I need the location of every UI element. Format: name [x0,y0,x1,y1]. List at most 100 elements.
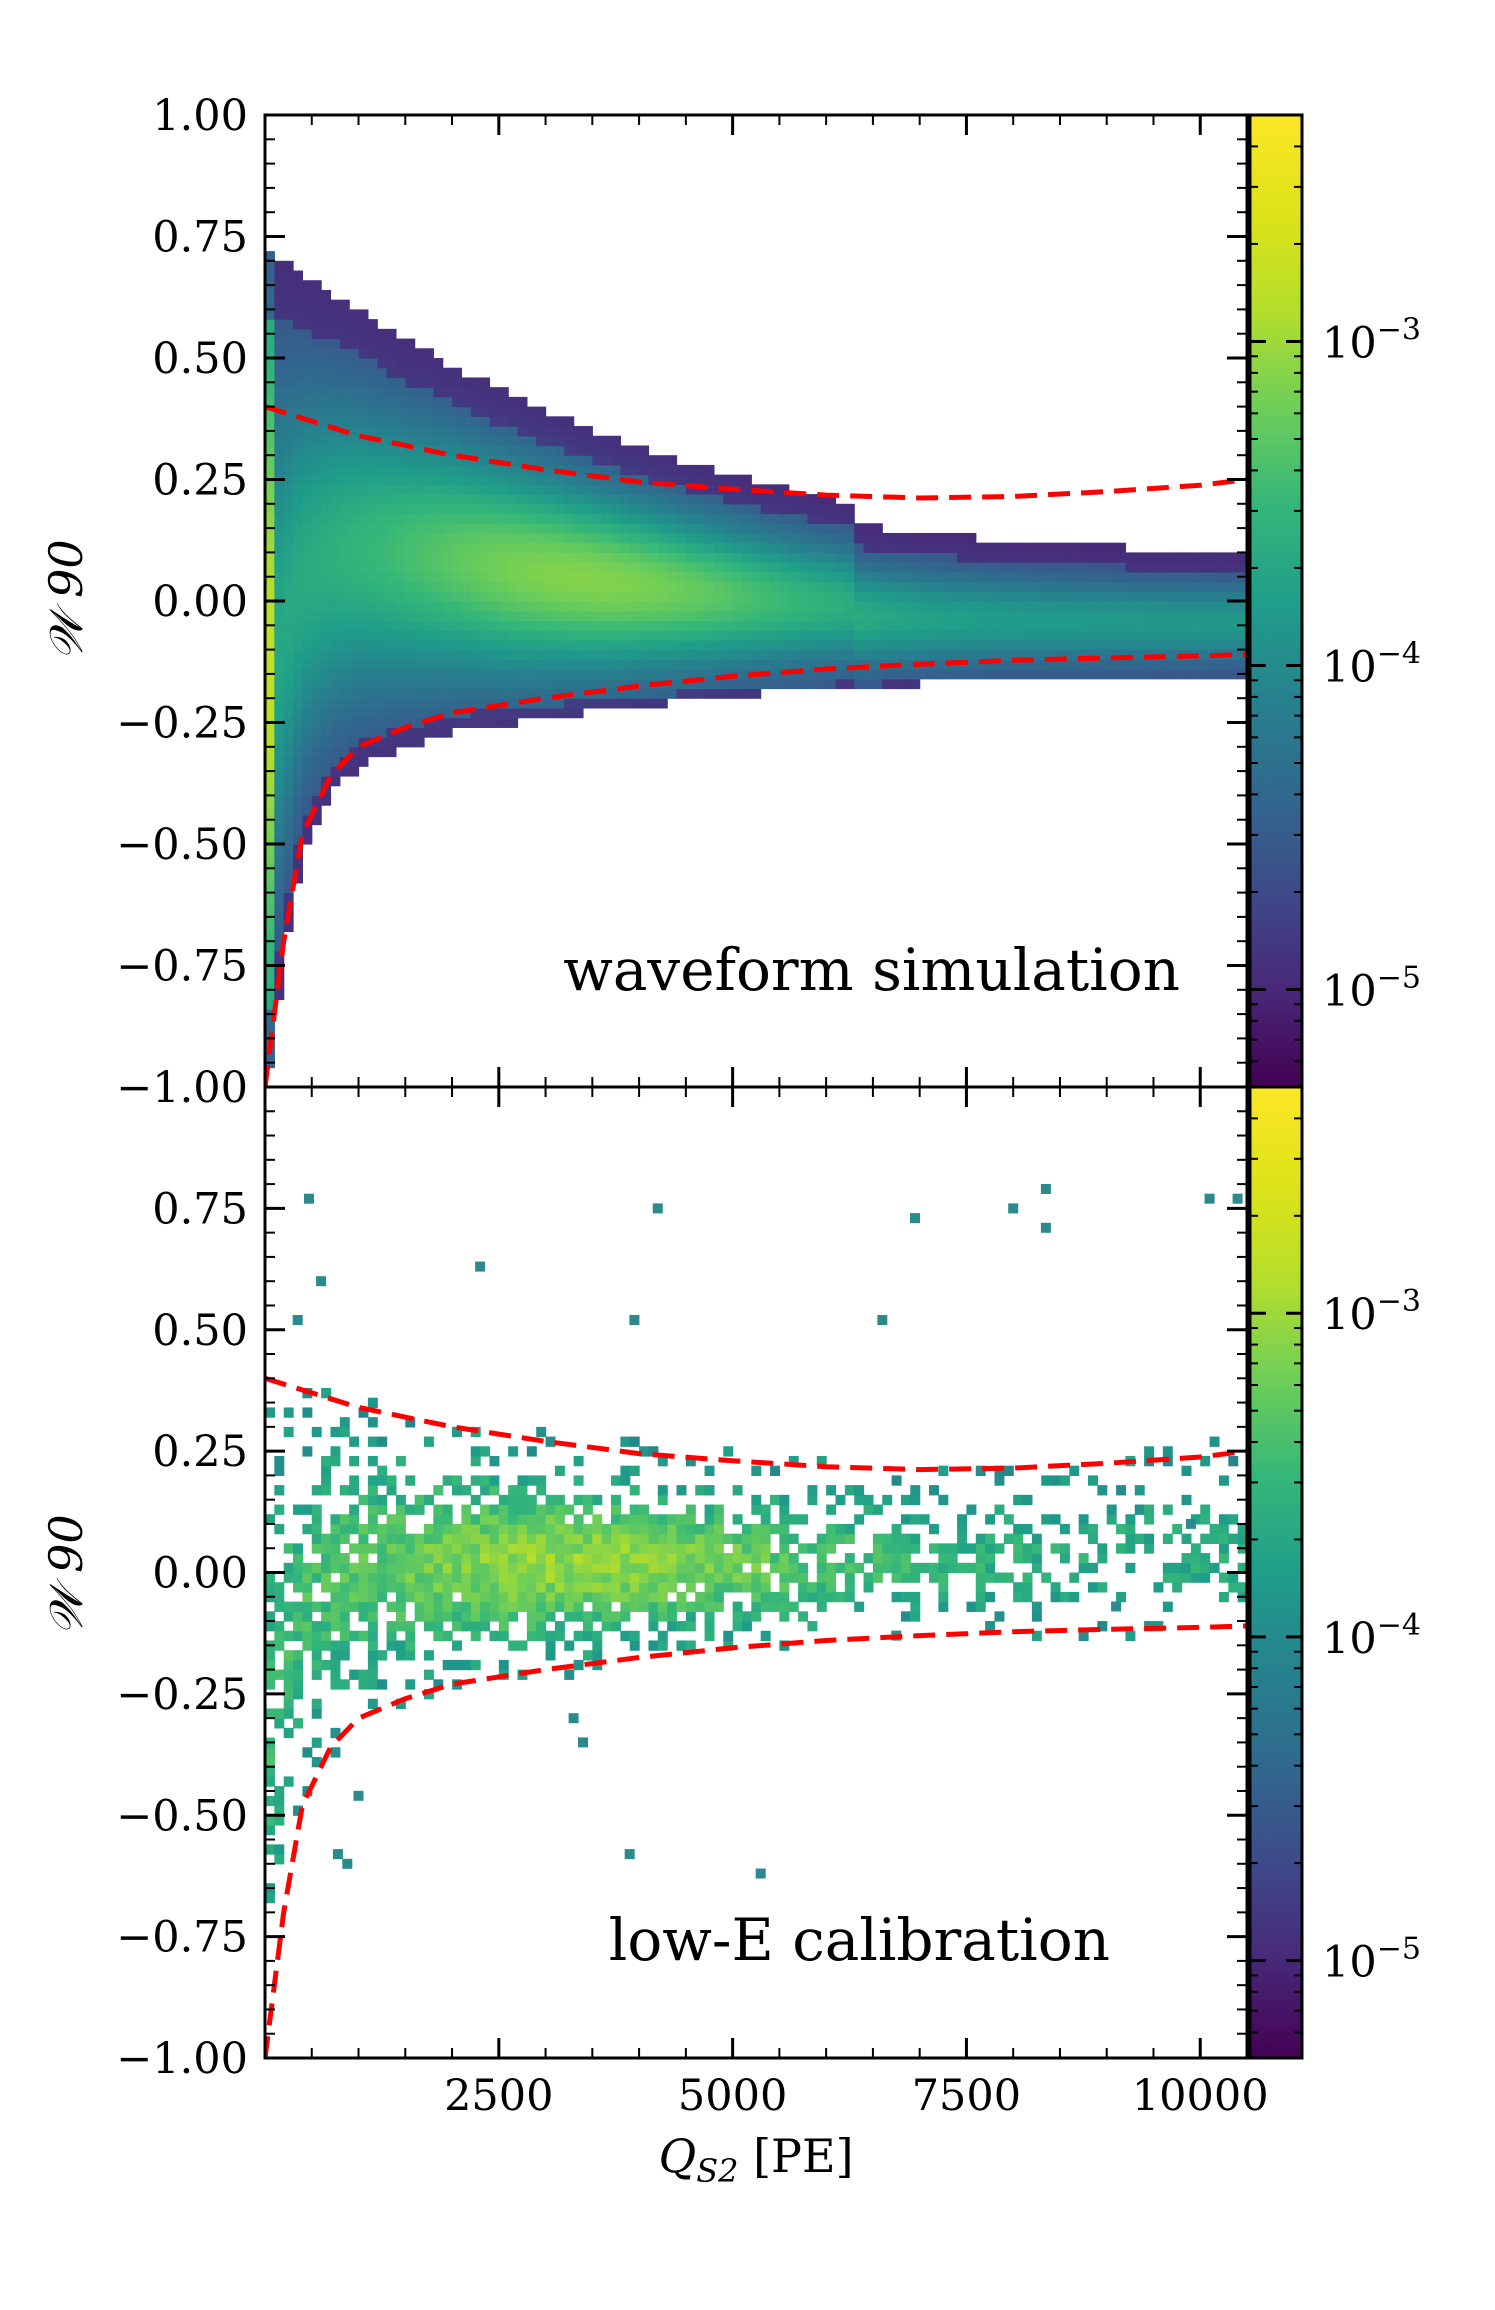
bot-heatmap-cell [349,1591,360,1603]
top-heatmap-cell [293,503,304,515]
top-heatmap-cell [321,688,332,699]
top-heatmap-cell [732,639,743,651]
top-heatmap-cell [461,688,472,699]
top-heatmap-cell [713,523,724,534]
top-heatmap-cell [452,610,462,622]
top-heatmap-cell [423,474,434,485]
top-heatmap-cell [395,387,406,398]
bot-heatmap-cell [900,1543,911,1554]
top-heatmap-cell [872,669,883,680]
top-heatmap-cell [395,542,406,553]
top-heatmap-cell [433,727,444,738]
top-heatmap-cell [1088,630,1098,641]
top-heatmap-cell [433,620,444,631]
top-heatmap-cell [480,445,491,456]
top-heatmap-cell [1153,630,1164,641]
top-heatmap-cell [339,503,350,515]
bot-heatmap-cell [1116,1523,1127,1535]
bot-heatmap-cell [938,1553,949,1564]
top-heatmap-cell [339,319,350,330]
top-heatmap-cell [498,707,509,719]
top-heatmap-cell [798,581,809,592]
top-heatmap-cell [863,523,874,534]
top-heatmap-cell [900,610,911,622]
top-heatmap-cell [367,698,378,709]
top-heatmap-cell [526,532,537,544]
top-heatmap-cell [330,299,341,310]
top-heatmap-cell [611,513,621,524]
top-heatmap-cell [573,455,584,466]
top-heatmap-cell [676,552,687,563]
top-heatmap-cell [1022,601,1033,612]
top-heatmap-cell [1106,659,1117,670]
bot-heatmap-cell [807,1485,818,1496]
bot-heatmap-cell [1172,1582,1183,1593]
top-heatmap-cell [321,620,332,631]
top-heatmap-cell [1153,610,1164,622]
top-heatmap-cell [863,552,874,563]
top-y-tick-label: 0.00 [152,577,248,627]
top-heatmap-cell [293,358,304,369]
top-heatmap-cell [293,455,304,466]
top-heatmap-cell [592,532,603,544]
top-heatmap-cell [1134,639,1145,651]
top-heatmap-cell [498,523,509,534]
bot-heatmap-cell [489,1485,500,1496]
top-heatmap-cell [1088,669,1098,680]
top-heatmap-cell [957,562,968,573]
top-heatmap-cell [667,503,678,515]
top-heatmap-cell [676,464,687,476]
top-heatmap-cell [405,707,416,719]
top-heatmap-cell [835,581,846,592]
top-heatmap-cell [339,328,350,340]
top-heatmap-cell [517,610,528,622]
top-heatmap-cell [349,494,360,505]
top-heatmap-cell [395,494,406,505]
top-heatmap-cell [517,406,528,417]
top-heatmap-cell [386,426,397,437]
top-heatmap-cell [489,562,500,573]
bot-heatmap-cell [311,1669,322,1680]
top-heatmap-cell [293,707,304,719]
top-heatmap-cell [1190,591,1201,602]
bot-heatmap-cell [685,1582,696,1593]
bot-heatmap-cell [648,1591,659,1603]
top-heatmap-cell [751,513,762,524]
top-heatmap-cell [863,669,874,680]
bot-heatmap-cell [947,1562,958,1574]
bot-heatmap-cell [442,1562,453,1574]
top-heatmap-cell [367,678,378,690]
top-heatmap-cell [863,581,874,592]
top-heatmap-cell [545,639,556,651]
bot-heatmap-cell [526,1572,537,1583]
bot-heatmap-cell [321,1582,332,1593]
top-heatmap-cell [283,746,294,758]
top-heatmap-cell [349,328,360,340]
top-heatmap-cell [564,494,575,505]
top-heatmap-cell [582,659,593,670]
bot-heatmap-cell [704,1523,715,1535]
bot-heatmap-cell [1097,1582,1108,1593]
top-heatmap-cell [741,649,752,660]
top-heatmap-cell [770,601,780,612]
top-heatmap-cell [274,299,285,310]
top-heatmap-cell [657,455,668,466]
bot-heatmap-cell [330,1640,341,1651]
top-heatmap-cell [274,532,285,544]
bot-heatmap-cell [489,1475,500,1486]
top-heatmap-cell [1106,571,1117,583]
top-heatmap-cell [966,669,977,680]
bot-heatmap-cell [442,1514,453,1525]
top-heatmap-cell [732,474,743,485]
top-heatmap-cell [461,542,472,553]
bot-heatmap-cell [536,1514,547,1525]
top-heatmap-cell [461,406,472,417]
bot-heatmap-cell [554,1601,565,1612]
top-heatmap-cell [966,562,977,573]
top-heatmap-cell [358,542,369,553]
top-heatmap-cell [311,785,322,796]
top-heatmap-cell [293,299,304,310]
top-heatmap-cell [433,601,444,612]
top-heatmap-cell [966,542,977,553]
top-heatmap-cell [882,610,893,622]
